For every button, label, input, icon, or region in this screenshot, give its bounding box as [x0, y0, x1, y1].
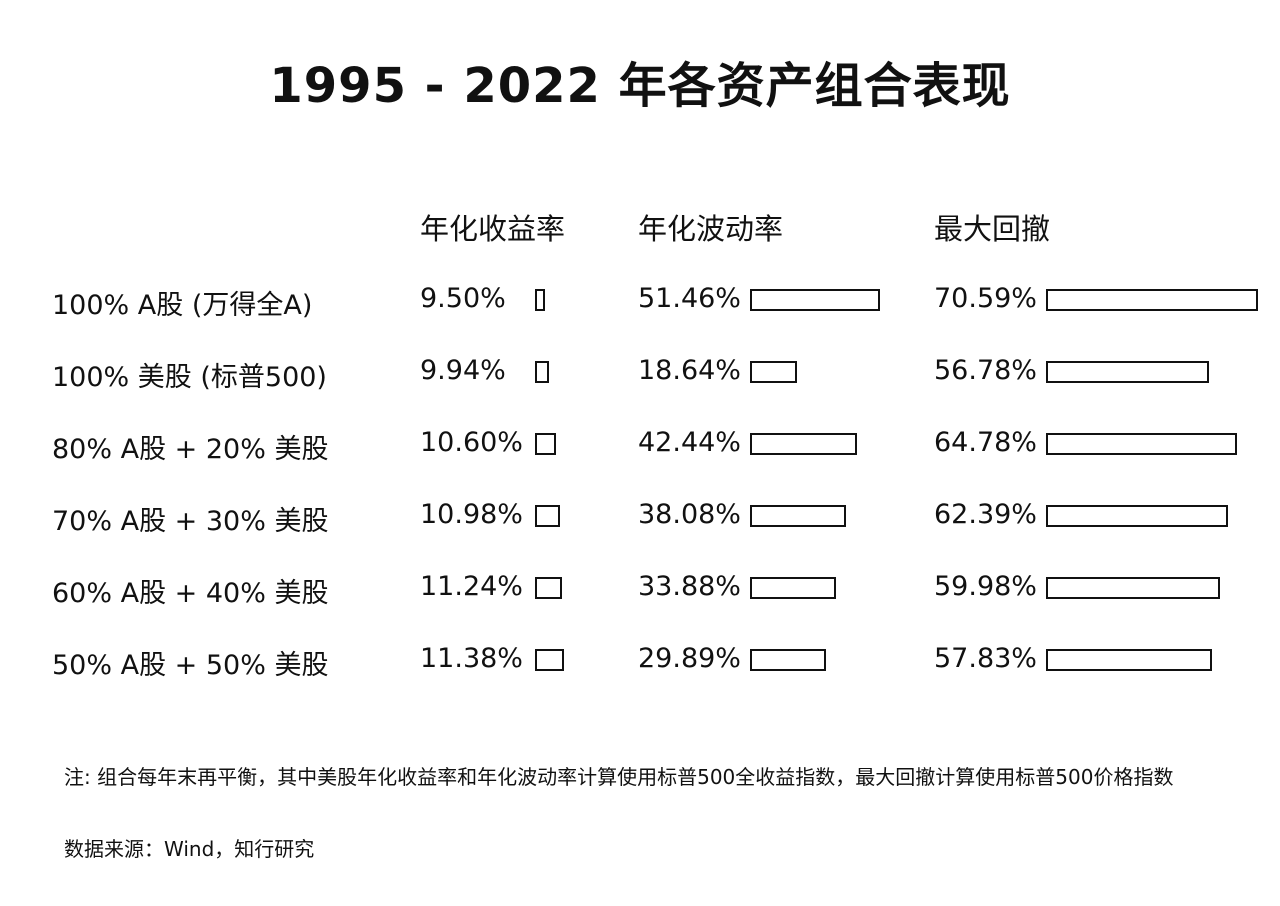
volatility-value: 38.08% — [638, 499, 741, 530]
volatility-value: 33.88% — [638, 571, 741, 602]
row-label: 50% A股 + 50% 美股 — [52, 650, 329, 681]
return-value: 9.94% — [420, 355, 506, 386]
volatility-bar — [750, 505, 847, 527]
return-value: 9.50% — [420, 283, 506, 314]
drawdown-bar — [1046, 649, 1213, 671]
return-bar — [535, 577, 563, 599]
volatility-value: 29.89% — [638, 643, 741, 674]
data-source: 数据来源：Wind，知行研究 — [64, 837, 315, 861]
volatility-value: 42.44% — [638, 427, 741, 458]
drawdown-value: 59.98% — [934, 571, 1037, 602]
volatility-bar — [750, 289, 881, 311]
return-value: 10.98% — [420, 499, 523, 530]
column-header-drawdown: 最大回撤 — [934, 212, 1051, 246]
row-label: 80% A股 + 20% 美股 — [52, 434, 329, 465]
return-bar — [535, 361, 550, 383]
row-label: 100% 美股 (标普500) — [52, 362, 327, 393]
column-header-return: 年化收益率 — [420, 212, 566, 246]
drawdown-value: 64.78% — [934, 427, 1037, 458]
drawdown-value: 56.78% — [934, 355, 1037, 386]
volatility-bar — [750, 361, 798, 383]
column-header-volatility: 年化波动率 — [638, 212, 784, 246]
drawdown-value: 57.83% — [934, 643, 1037, 674]
return-value: 11.24% — [420, 571, 523, 602]
drawdown-value: 62.39% — [934, 499, 1037, 530]
return-bar — [535, 505, 560, 527]
return-bar — [535, 433, 556, 455]
footnote: 注: 组合每年末再平衡，其中美股年化收益率和年化波动率计算使用标普500全收益指… — [64, 765, 1174, 789]
chart-title: 1995 - 2022 年各资产组合表现 — [269, 58, 1011, 114]
drawdown-bar — [1046, 433, 1237, 455]
volatility-value: 18.64% — [638, 355, 741, 386]
volatility-bar — [750, 433, 858, 455]
drawdown-bar — [1046, 361, 1209, 383]
return-bar — [535, 289, 545, 311]
row-label: 100% A股 (万得全A) — [52, 290, 313, 321]
volatility-bar — [750, 577, 836, 599]
row-label: 60% A股 + 40% 美股 — [52, 578, 329, 609]
drawdown-bar — [1046, 289, 1258, 311]
return-value: 11.38% — [420, 643, 523, 674]
drawdown-value: 70.59% — [934, 283, 1037, 314]
return-bar — [535, 649, 564, 671]
volatility-value: 51.46% — [638, 283, 741, 314]
volatility-bar — [750, 649, 826, 671]
drawdown-bar — [1046, 577, 1220, 599]
return-value: 10.60% — [420, 427, 523, 458]
row-label: 70% A股 + 30% 美股 — [52, 506, 329, 537]
drawdown-bar — [1046, 505, 1229, 527]
